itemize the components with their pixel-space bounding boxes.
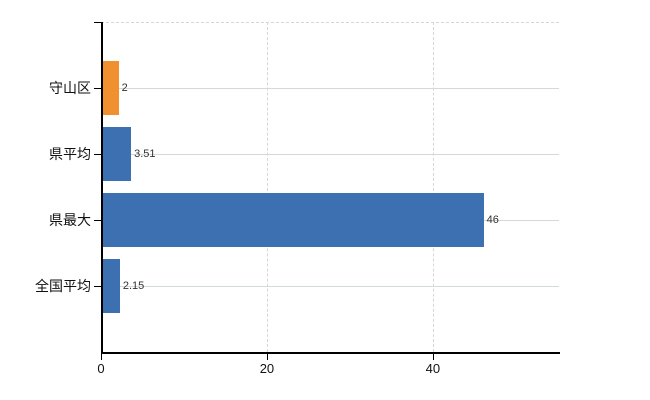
gridline-vertical [266, 22, 268, 352]
category-label: 県最大 [49, 212, 91, 228]
value-label: 2.15 [122, 280, 145, 292]
bar [103, 61, 119, 115]
gridline-horizontal [101, 285, 559, 287]
x-axis-tick [266, 354, 268, 360]
bar [103, 127, 132, 181]
value-label: 2 [121, 82, 128, 94]
x-tick-label: 20 [259, 361, 275, 376]
plot-area: 2 3.51 46 2.15 [101, 22, 559, 352]
value-label: 3.51 [134, 148, 156, 160]
bar [103, 259, 120, 313]
x-axis-tick [101, 354, 102, 360]
y-axis-tick [94, 286, 101, 287]
x-axis-tick [432, 354, 434, 360]
x-tick-label: 40 [425, 361, 441, 376]
gridline-horizontal [101, 153, 559, 155]
gridline-vertical [432, 22, 434, 352]
y-axis-tick [94, 88, 101, 89]
x-tick-label: 0 [97, 361, 105, 376]
y-axis [101, 22, 103, 354]
bar [103, 193, 484, 247]
gridline-horizontal [101, 87, 559, 89]
y-axis-tick [94, 220, 101, 221]
category-label: 県平均 [49, 146, 91, 162]
plot-top-gridline [101, 22, 559, 23]
y-axis-tick [94, 154, 101, 155]
category-label: 守山区 [49, 80, 91, 96]
value-label: 46 [486, 214, 499, 226]
x-axis [101, 352, 560, 354]
y-axis-top-tick [94, 22, 101, 23]
category-label: 全国平均 [35, 278, 91, 294]
